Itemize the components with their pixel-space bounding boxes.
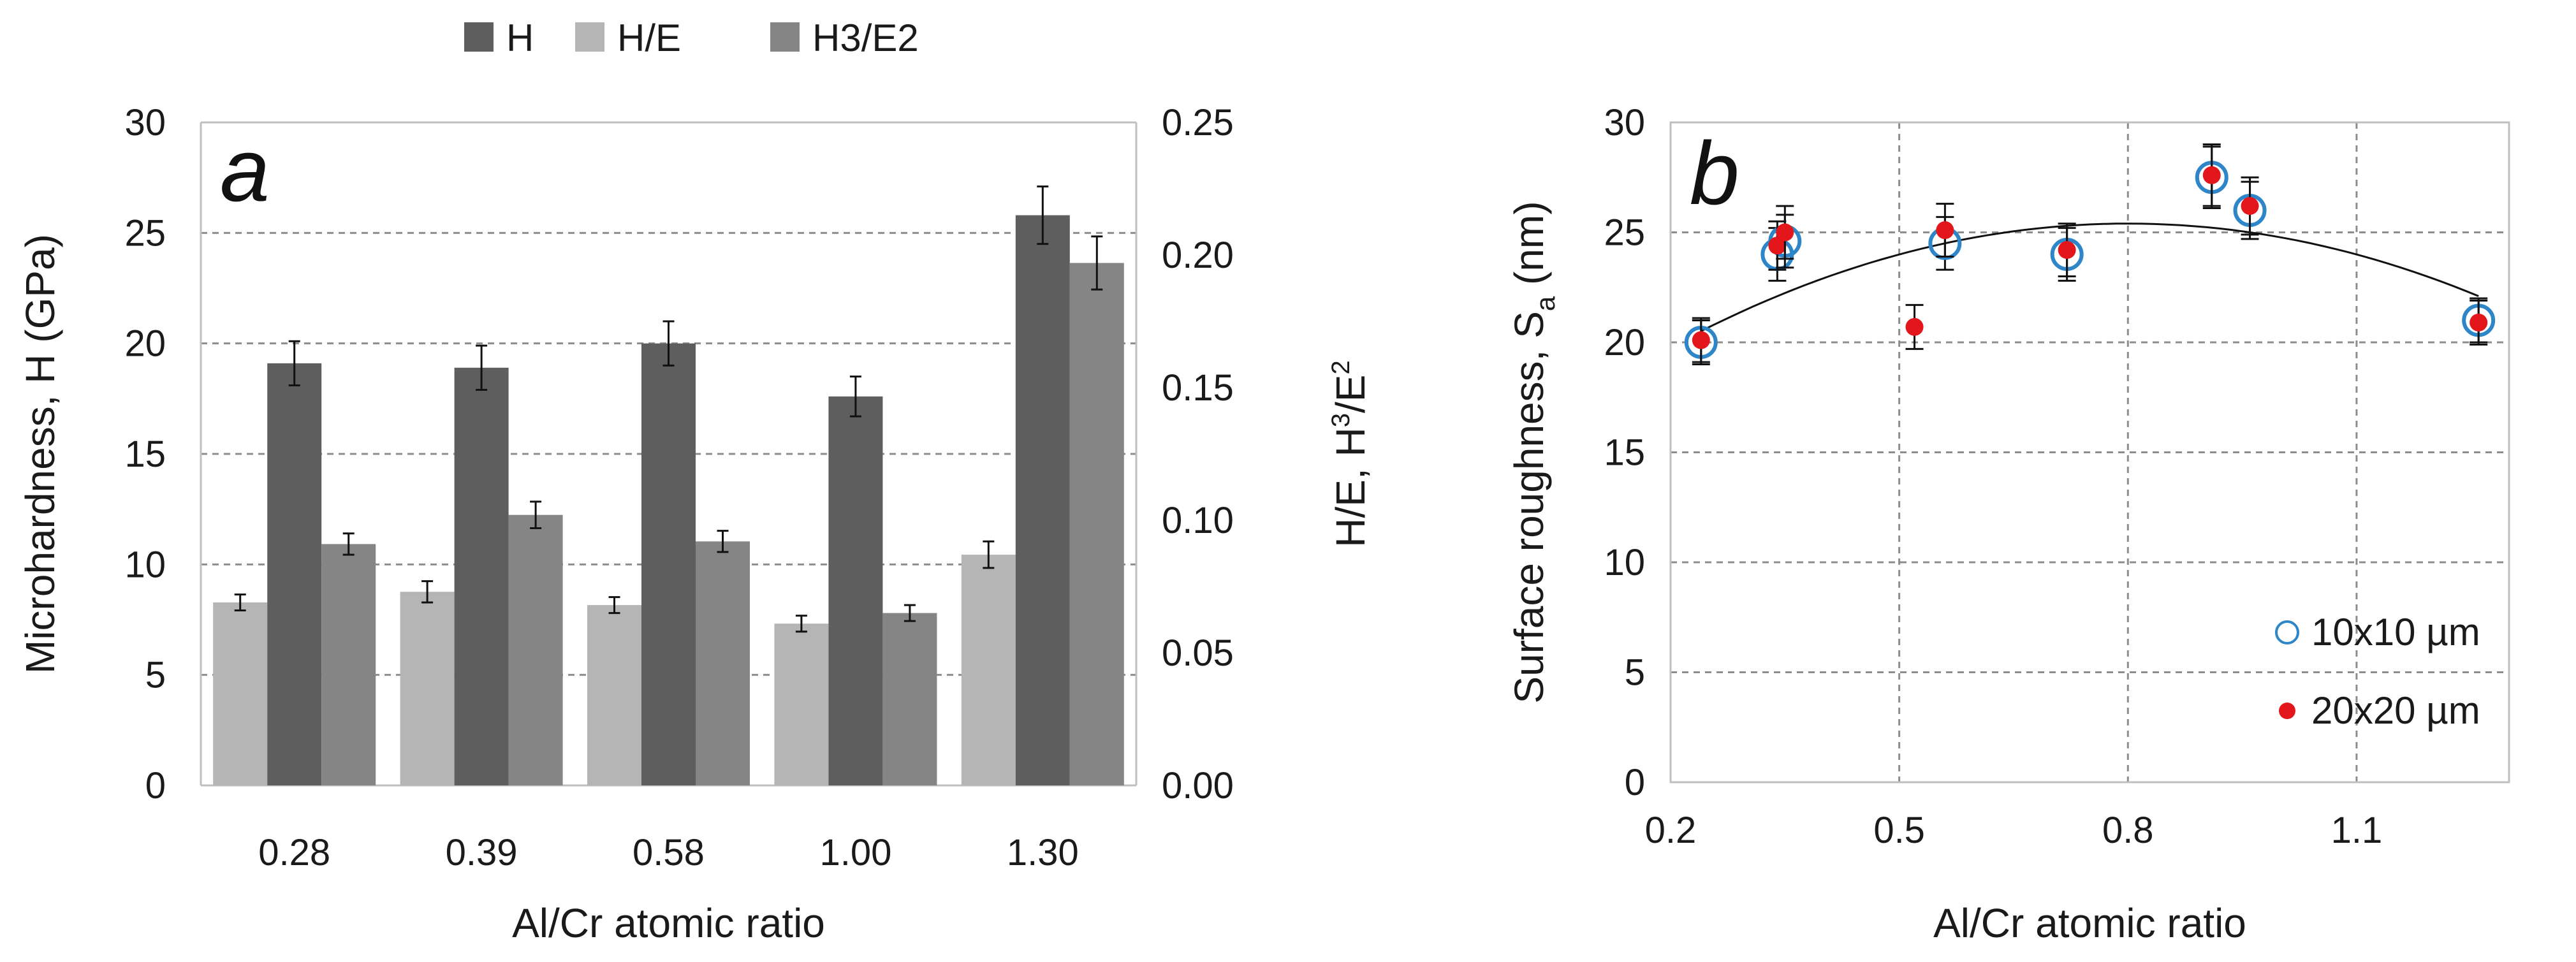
x-tick-label: 0.28 <box>258 832 330 873</box>
y2-tick-label: 0.00 <box>1162 765 1234 806</box>
y-tick-label: 5 <box>145 655 166 696</box>
y2-label-part: 3 <box>1327 413 1355 427</box>
y-label-part: a <box>1530 296 1560 311</box>
point-20x20-m <box>2202 166 2221 184</box>
x-tick-label: 0.58 <box>633 832 705 873</box>
legend-label-h: H <box>506 17 534 59</box>
y-tick-label: 15 <box>124 434 166 475</box>
y-tick-label: 25 <box>1604 212 1645 254</box>
bar-h3-e2 <box>882 613 937 785</box>
bar-h-e <box>213 602 268 785</box>
point-20x20-m <box>2470 313 2488 332</box>
point-20x20-m <box>1776 223 1794 242</box>
legend-label-h3-e2: H3/E2 <box>812 17 919 59</box>
legend-swatch-h3-e2 <box>770 22 800 52</box>
y-tick-label: 20 <box>1604 322 1645 363</box>
y-label-part: (nm) <box>1506 201 1552 296</box>
y-tick-label: 0 <box>145 765 166 806</box>
bar-h3-e2 <box>508 514 563 785</box>
legend-marker-10x10-m <box>2275 620 2299 645</box>
x-tick-label: 1.1 <box>2331 810 2383 851</box>
legend-label-20x20-m: 20x20 µm <box>2311 689 2480 732</box>
y-axis-label: Surface roughness, Sa (nm) <box>1506 201 1560 703</box>
y-tick-label: 10 <box>124 544 166 585</box>
y2-tick-label: 0.05 <box>1162 632 1234 674</box>
y-tick-label: 30 <box>124 102 166 143</box>
x-tick-label: 0.2 <box>1645 810 1697 851</box>
bar-h3-e2 <box>696 541 750 785</box>
x-tick-label: 1.30 <box>1007 832 1079 873</box>
y2-axis-label: H/E, H3/E2 <box>1327 360 1373 547</box>
point-20x20-m <box>2058 241 2076 259</box>
bar-h <box>641 343 696 785</box>
bar-h-e <box>961 555 1016 785</box>
panel-label-b: b <box>1690 123 1739 223</box>
point-20x20-m <box>1936 221 1954 240</box>
bar-h-e <box>774 623 829 785</box>
y-tick-label: 15 <box>1604 432 1645 474</box>
y2-tick-label: 0.10 <box>1162 500 1234 541</box>
bar-h-e <box>587 605 641 785</box>
trendline <box>1701 222 2479 332</box>
y-label-part: Surface roughness, S <box>1506 311 1552 703</box>
bar-h <box>828 396 883 785</box>
y-tick-label: 25 <box>124 212 166 254</box>
x-tick-label: 0.8 <box>2102 810 2154 851</box>
x-tick-label: 1.00 <box>819 832 891 873</box>
plot-frame <box>1669 121 2510 783</box>
legend-label-10x10-m: 10x10 µm <box>2311 611 2480 653</box>
y-tick-label: 20 <box>124 323 166 365</box>
legend-swatch-h <box>464 22 494 52</box>
y-axis-label: Microhardness, H (GPa) <box>17 234 63 674</box>
point-20x20-m <box>1905 317 1924 336</box>
y-tick-label: 0 <box>1625 762 1645 803</box>
y2-label-part: /E <box>1328 375 1373 413</box>
point-20x20-m <box>1768 237 1787 255</box>
y2-label-part: 2 <box>1327 360 1355 374</box>
y2-tick-label: 0.25 <box>1162 102 1234 143</box>
y2-label-part: H/E, H <box>1328 427 1373 547</box>
bar-h-e <box>400 592 455 785</box>
y-tick-label: 5 <box>1625 652 1645 694</box>
x-axis-label: Al/Cr atomic ratio <box>1933 900 2246 946</box>
chart-b: 0 5 10 15 20 25 30 0.2 0.5 0.8 1.1 10x10 µm 20x20 µm… <box>1506 102 2510 946</box>
point-20x20-m <box>1692 331 1710 349</box>
x-tick-label: 0.5 <box>1873 810 1925 851</box>
legend-swatch-h-e <box>575 22 604 52</box>
x-tick-label: 0.39 <box>446 832 518 873</box>
bar-h <box>454 367 509 785</box>
legend-marker-20x20-m <box>2279 703 2295 719</box>
bar-h <box>1015 215 1070 786</box>
point-20x20-m <box>2241 197 2259 215</box>
chart-a: 0 5 10 15 20 25 30 0.00 0.05 0.10 0.15 0.20 0.25 0.28… <box>17 17 1373 946</box>
y2-tick-label: 0.20 <box>1162 235 1234 276</box>
y2-tick-label: 0.15 <box>1162 367 1234 409</box>
bar-h3-e2 <box>1069 263 1124 786</box>
legend-label-h-e: H/E <box>617 17 681 59</box>
y-tick-label: 30 <box>1604 102 1645 143</box>
x-axis-label: Al/Cr atomic ratio <box>512 900 825 946</box>
bar-h <box>267 363 322 785</box>
panel-label-a: a <box>220 120 270 220</box>
bar-h3-e2 <box>321 544 376 785</box>
y-tick-label: 10 <box>1604 542 1645 583</box>
